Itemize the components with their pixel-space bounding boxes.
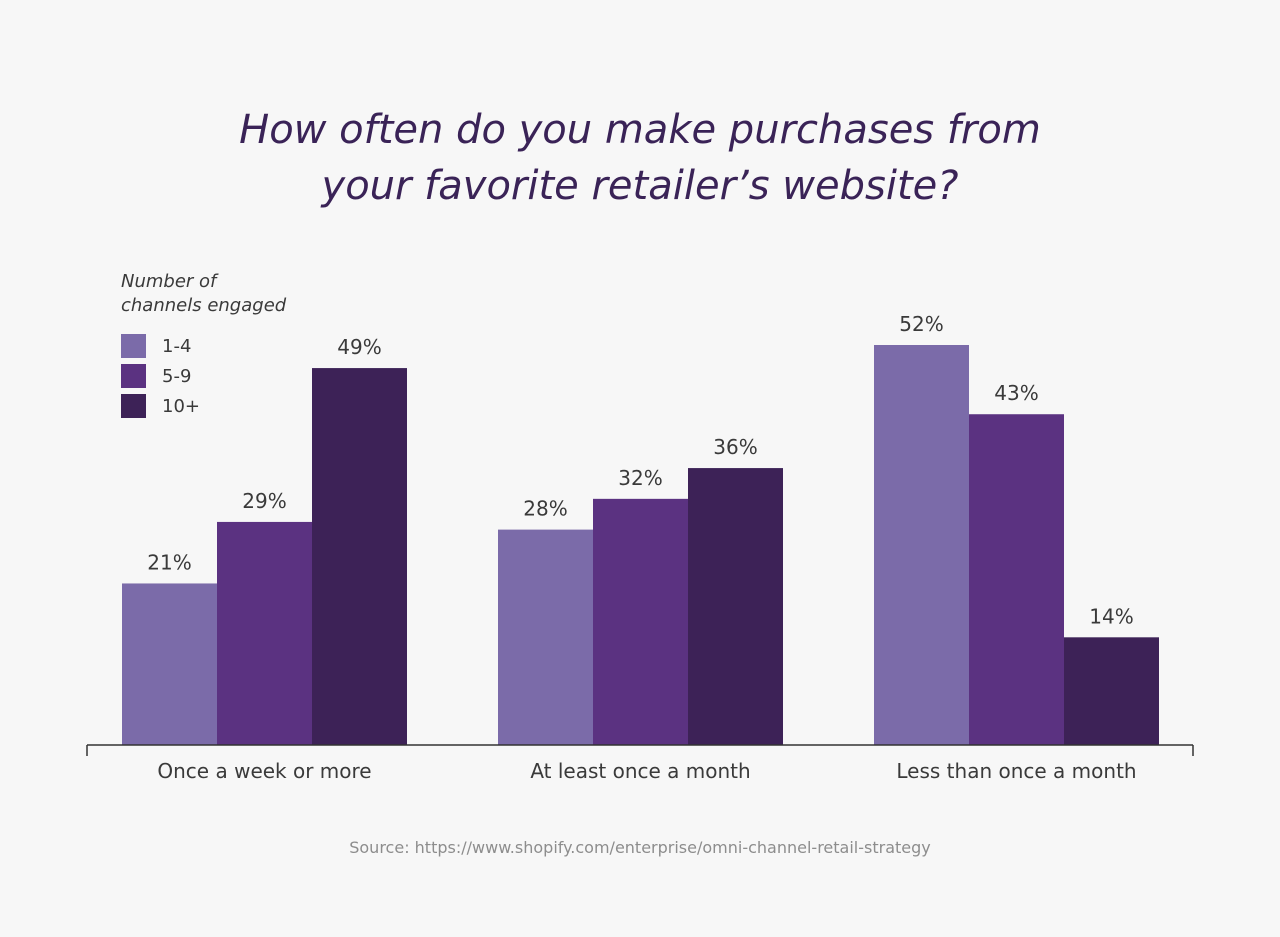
bar-less-than-once-a-month-5-9: [969, 414, 1064, 745]
legend-swatch-5-9: [121, 364, 146, 388]
data-label-once-a-week-or-more-1-4: 21%: [147, 550, 191, 574]
legend-title-line-1: Number of: [121, 271, 217, 292]
legend-swatch-10-plus: [121, 394, 146, 418]
chart-title-line-2: your favorite retailer’s website?: [321, 163, 959, 209]
data-label-less-than-once-a-month-10: 14%: [1089, 604, 1133, 628]
bar-once-a-week-or-more-1-4: [122, 583, 217, 745]
legend-swatch-1-4: [121, 334, 146, 358]
bar-at-least-once-a-month-5-9: [593, 498, 688, 745]
x-tick-label-at-least-once-a-month: At least once a month: [530, 759, 750, 783]
data-label-at-least-once-a-month-5-9: 32%: [618, 466, 662, 490]
source-note: Source: https://www.shopify.com/enterpri…: [349, 838, 931, 857]
x-tick-label-less-than-once-a-month: Less than once a month: [896, 759, 1136, 783]
bar-at-least-once-a-month-1-4: [498, 529, 593, 745]
legend-title: Number of channels engaged: [121, 270, 286, 318]
legend-title-line-2: channels engaged: [121, 295, 287, 316]
legend-label-1-4: 1-4: [162, 336, 192, 357]
bar-less-than-once-a-month-1-4: [874, 345, 969, 745]
data-label-at-least-once-a-month-10: 36%: [713, 435, 757, 459]
bar-once-a-week-or-more-5-9: [217, 521, 312, 745]
data-label-less-than-once-a-month-5-9: 43%: [994, 381, 1038, 405]
legend-label-5-9: 5-9: [162, 366, 192, 387]
bar-at-least-once-a-month-10: [688, 468, 783, 745]
data-label-less-than-once-a-month-1-4: 52%: [899, 312, 943, 336]
legend-label-10-plus: 10+: [162, 396, 200, 417]
chart-title: How often do you make purchases from you…: [0, 102, 1280, 214]
data-label-once-a-week-or-more-10: 49%: [337, 335, 381, 359]
x-tick-label-once-a-week-or-more: Once a week or more: [157, 759, 371, 783]
data-label-once-a-week-or-more-5-9: 29%: [242, 489, 286, 513]
bar-less-than-once-a-month-10: [1064, 637, 1159, 745]
data-label-at-least-once-a-month-1-4: 28%: [523, 497, 567, 521]
bar-once-a-week-or-more-10: [312, 368, 407, 745]
chart-title-line-1: How often do you make purchases from: [239, 107, 1041, 153]
